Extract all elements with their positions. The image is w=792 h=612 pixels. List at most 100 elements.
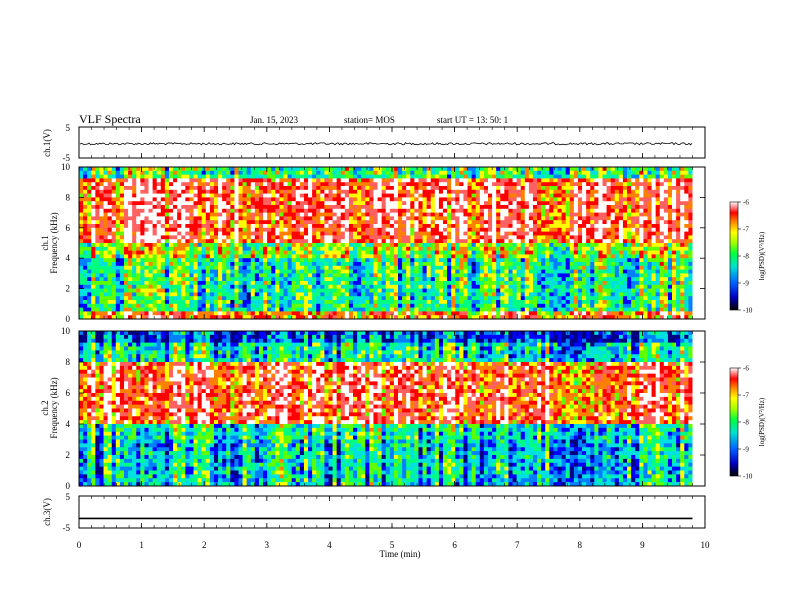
spectrogram-cell <box>201 284 207 289</box>
spectrogram-cell <box>99 307 104 312</box>
spectrogram-cell <box>524 307 530 312</box>
spectrogram-cell <box>332 246 338 251</box>
spectrogram-cell <box>320 186 325 191</box>
spectrogram-cell <box>205 243 211 248</box>
spectrogram-cell <box>291 265 297 270</box>
spectrogram-cell <box>549 170 554 175</box>
spectrogram-cell <box>324 246 329 251</box>
spectrogram-cell <box>230 296 235 301</box>
spectrogram-cell <box>218 265 223 270</box>
spectrogram-cell <box>218 197 223 202</box>
spectrogram-cell <box>582 201 587 206</box>
spectrogram-cell <box>168 243 174 248</box>
spectrogram-cell <box>492 174 497 179</box>
spectrogram-cell <box>115 288 121 293</box>
spectrogram-cell <box>414 307 419 312</box>
spectrogram-cell <box>553 269 558 274</box>
spectrogram-cell <box>295 243 301 248</box>
spectrogram-cell <box>164 201 170 206</box>
spectrogram-cell <box>111 281 117 286</box>
spectrogram-cell <box>177 284 182 289</box>
spectrogram-cell <box>209 235 215 240</box>
spectrogram-cell <box>537 205 542 210</box>
spectrogram-cell <box>119 170 125 175</box>
spectrogram-cell <box>132 243 137 248</box>
spectrogram-cell <box>136 197 141 202</box>
spectrogram-cell <box>385 239 391 244</box>
spectrogram-cell <box>95 235 100 240</box>
spectrogram-cell <box>332 178 338 183</box>
spectrogram-cell <box>156 250 162 255</box>
spectrogram-cell <box>160 296 166 301</box>
spectrogram-cell <box>418 315 423 319</box>
spectrogram-cell <box>226 315 231 319</box>
spectrogram-cell <box>393 182 399 187</box>
spectrogram-cell <box>230 178 235 183</box>
spectrogram-cell <box>291 243 297 248</box>
spectrogram-cell <box>213 243 219 248</box>
spectrogram-cell <box>91 186 96 191</box>
spectrogram-cell <box>218 284 223 289</box>
spectrogram-cell <box>369 174 374 179</box>
spectrogram-cell <box>144 243 149 248</box>
spectrogram-cell <box>119 167 125 172</box>
spectrogram-cell <box>451 178 456 183</box>
spectrogram-cell <box>283 231 288 236</box>
spectrogram-cell <box>189 189 194 194</box>
spectrogram-cell <box>168 182 174 187</box>
spectrogram-cell <box>426 182 432 187</box>
spectrogram-cell <box>377 235 383 240</box>
spectrogram-cell <box>524 262 530 267</box>
spectrogram-cell <box>537 216 542 221</box>
spectrogram-cell <box>258 315 264 319</box>
spectrogram-cell <box>168 170 174 175</box>
spectrogram-cell <box>107 178 113 183</box>
spectrogram-cell <box>582 281 587 286</box>
spectrogram-cell <box>201 224 207 229</box>
spectrogram-cell <box>532 170 538 175</box>
spectrogram-cell <box>87 205 92 210</box>
spectrogram-cell <box>283 216 288 221</box>
spectrogram-cell <box>222 307 227 312</box>
spectrogram-cell <box>308 220 313 225</box>
spectrogram-cell <box>573 167 579 172</box>
spectrogram-cell <box>168 258 174 263</box>
spectrogram-cell <box>209 296 215 301</box>
spectrogram-cell <box>111 300 117 305</box>
spectrogram-cell <box>369 303 374 308</box>
spectrogram-cell <box>332 258 338 263</box>
spectrogram-cell <box>508 292 513 297</box>
spectrogram-cell <box>504 227 509 232</box>
spectrogram-cell <box>168 300 174 305</box>
spectrogram-cell <box>111 170 117 175</box>
spectrogram-cell <box>205 307 211 312</box>
spectrogram-cell <box>332 262 338 267</box>
spectrogram-cell <box>173 170 178 175</box>
spectrogram-cell <box>295 265 301 270</box>
spectrogram-cell <box>385 193 391 198</box>
spectrogram-cell <box>267 281 272 286</box>
spectrogram-cell <box>291 262 297 267</box>
spectrogram-cell <box>177 220 182 225</box>
spectrogram-cell <box>565 273 571 278</box>
spectrogram-cell <box>434 212 440 217</box>
spectrogram-cell <box>156 193 162 198</box>
spectrogram-cell <box>545 216 550 221</box>
spectrogram-cell <box>483 216 489 221</box>
spectrogram-cell <box>573 284 579 289</box>
spectrogram-cell <box>357 216 362 221</box>
spectrogram-cell <box>443 311 448 316</box>
spectrogram-cell <box>144 307 149 312</box>
spectrogram-cell <box>577 262 583 267</box>
spectrogram-cell <box>410 292 415 297</box>
spectrogram-cell <box>230 269 235 274</box>
spectrogram-cell <box>586 235 591 240</box>
spectrogram-cell <box>471 265 477 270</box>
spectrogram-cell <box>336 220 342 225</box>
spectrogram-cell <box>418 303 423 308</box>
spectrogram-cell <box>230 262 235 267</box>
spectrogram-cell <box>324 277 329 282</box>
spectrogram-cell <box>148 189 154 194</box>
spectrogram-cell <box>201 300 207 305</box>
spectrogram-cell <box>504 170 509 175</box>
